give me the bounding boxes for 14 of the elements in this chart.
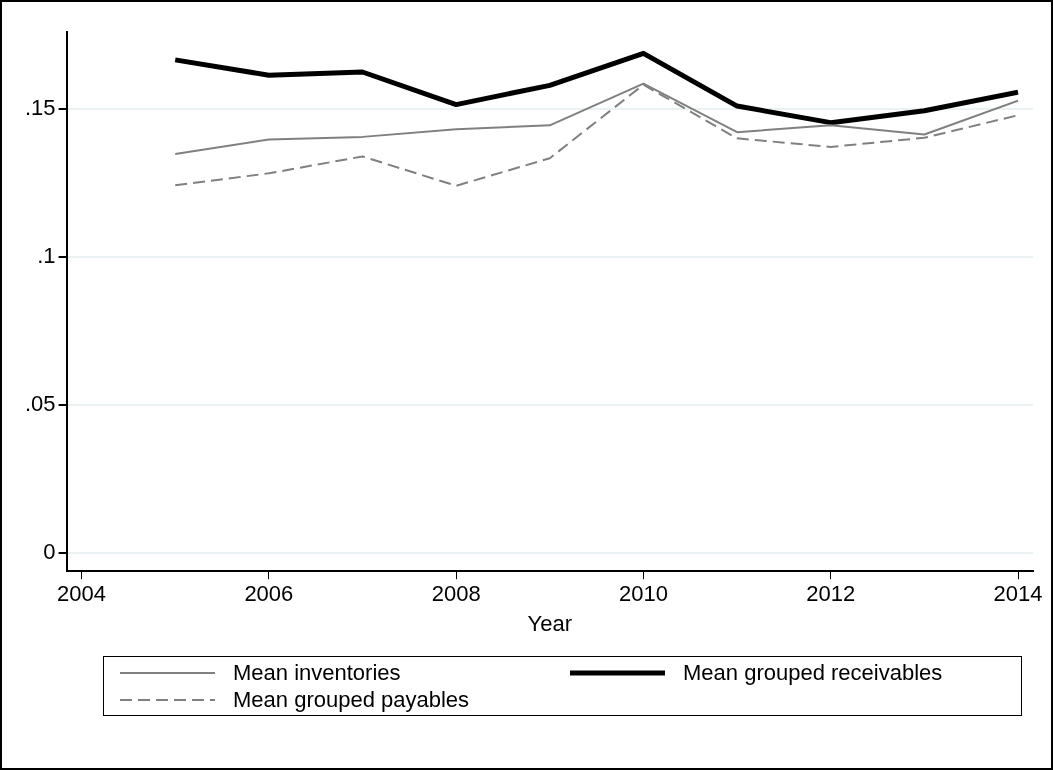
y-tick-label: .15 <box>24 95 56 121</box>
legend-label: Mean grouped payables <box>233 686 470 713</box>
x-axis-title: Year <box>527 610 573 636</box>
x-tick-label: 2008 <box>431 581 481 607</box>
x-tick-label: 2014 <box>993 581 1043 607</box>
legend-label: Mean grouped receivables <box>683 659 943 686</box>
x-tick-label: 2012 <box>806 581 856 607</box>
x-tick-label: 2004 <box>57 581 107 607</box>
y-tick-label: 0 <box>43 539 56 565</box>
x-tick-label: 2010 <box>618 581 668 607</box>
legend-label: Mean inventories <box>233 659 401 686</box>
x-tick-label: 2006 <box>244 581 294 607</box>
y-tick-label: .05 <box>24 391 56 417</box>
y-tick-label: .1 <box>37 243 56 269</box>
